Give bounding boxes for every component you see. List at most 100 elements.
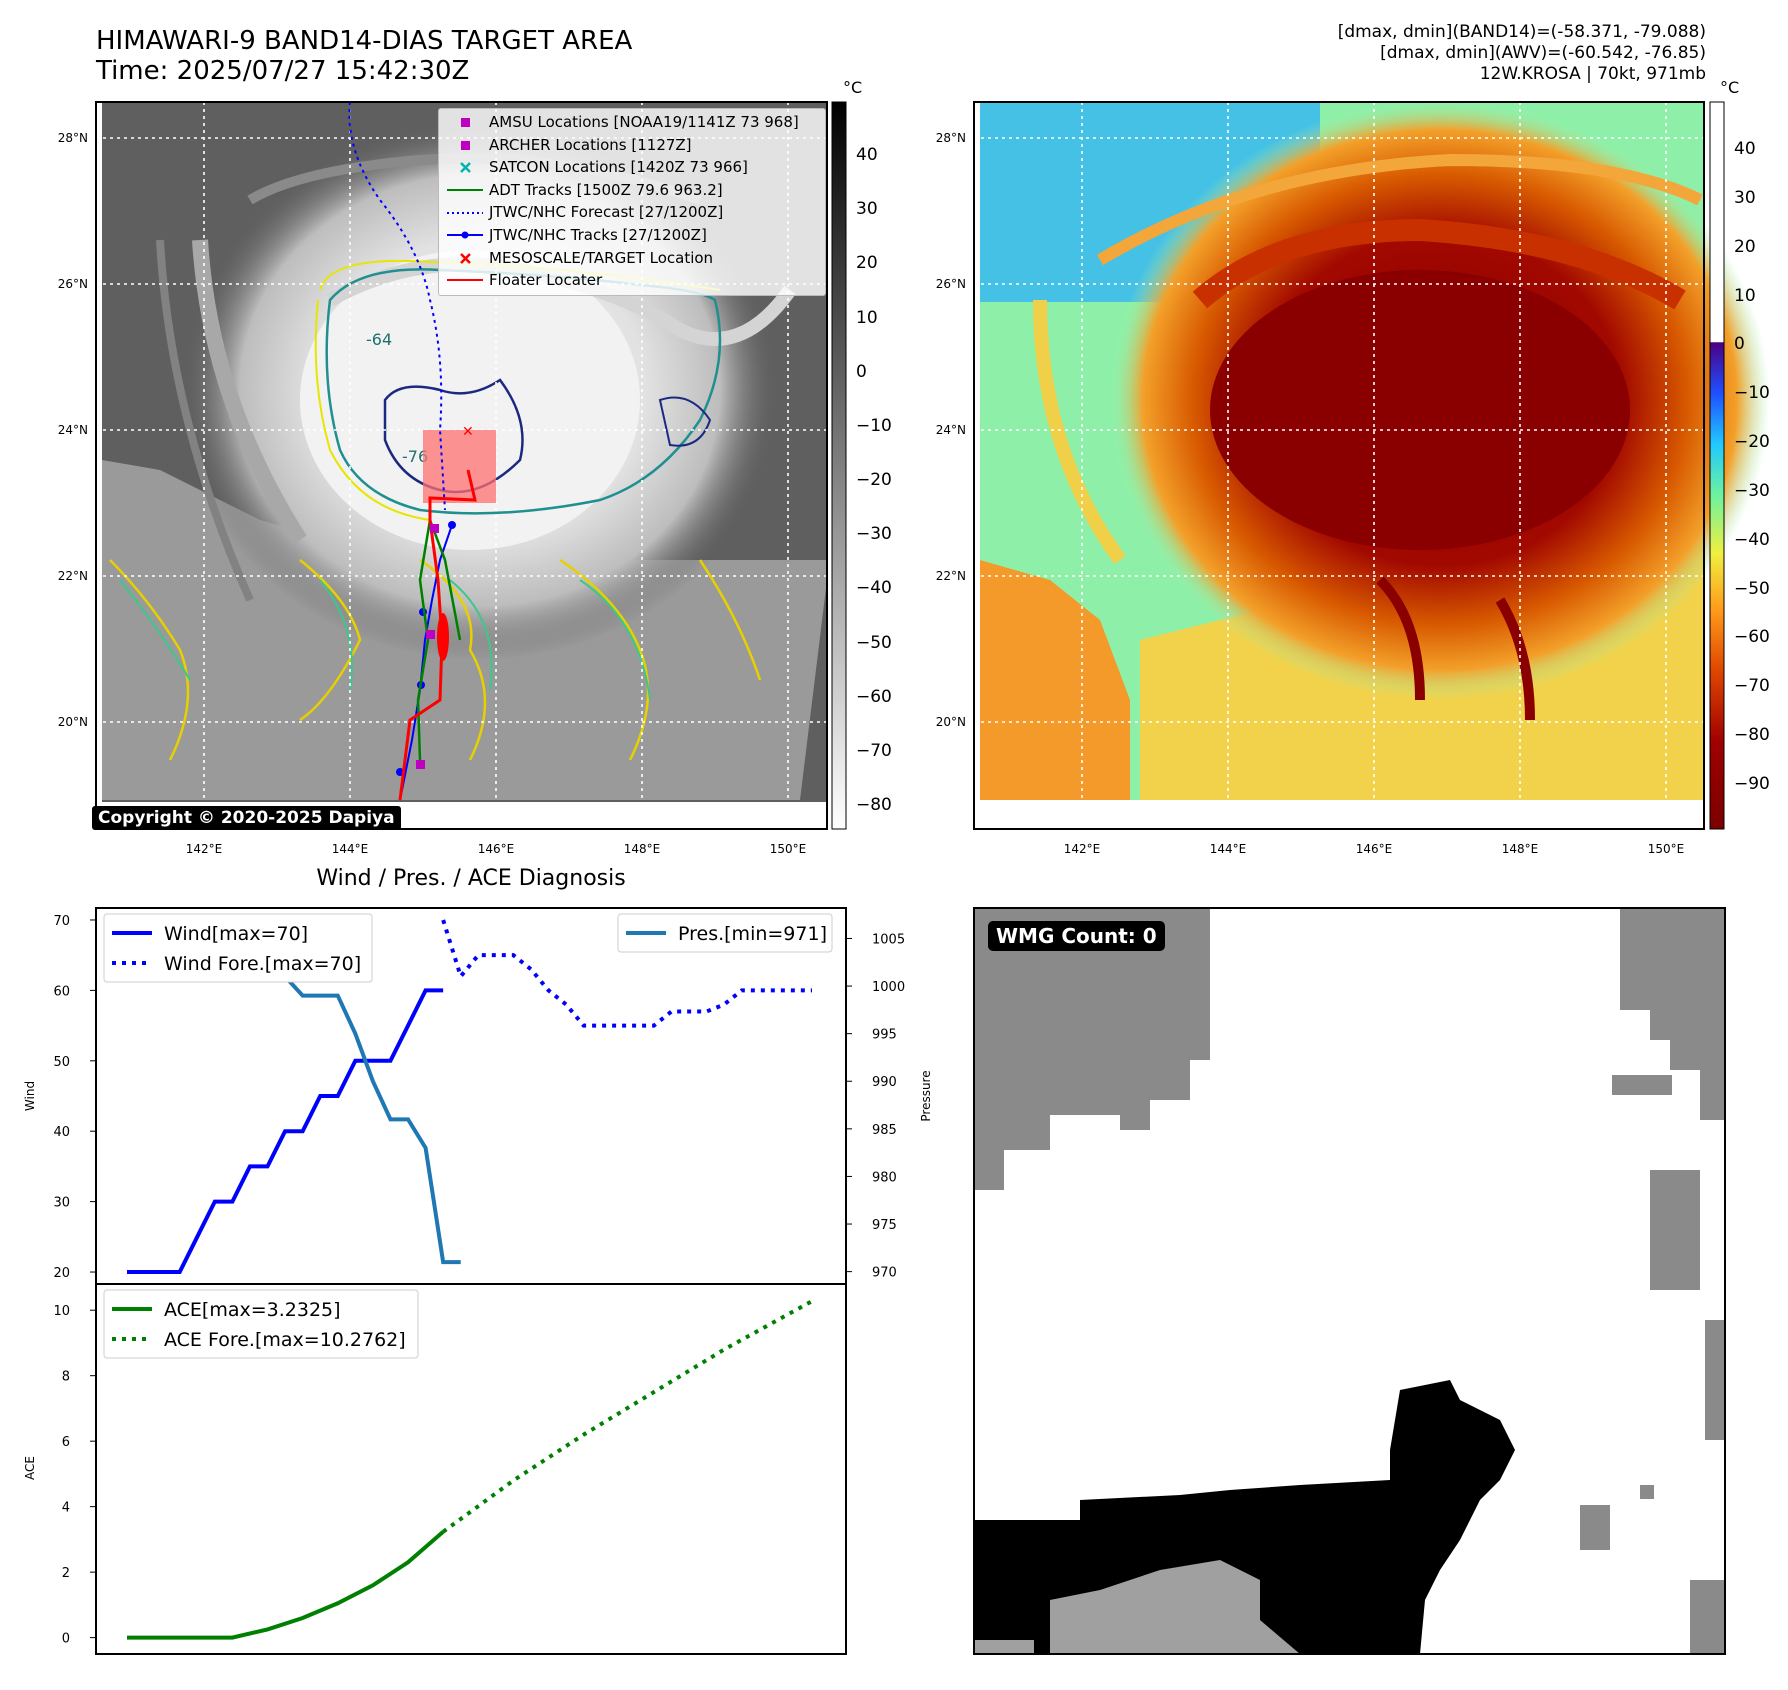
square-marker-icon [443,134,489,156]
legend-label: Floater Locater [489,271,603,290]
lat-tick-label: 26°N [935,277,966,291]
lon-tick-label: 150°E [769,842,807,856]
lon-tick-label: 146°E [1355,842,1393,856]
wind-tick-label: 60 [53,984,70,999]
awv-colorbar-tick: −90 [1734,774,1770,794]
lon-tick-label: 150°E [1647,842,1685,856]
pressure-tick-label: 985 [872,1123,897,1138]
awv-colorbar-tick: −70 [1734,676,1770,697]
line-marker-icon [443,269,489,291]
wind-tick-label: 30 [53,1196,70,1211]
band14-colorbar-tick: 0 [856,361,867,382]
awv-colorbar-tick: −60 [1734,627,1770,648]
band14-colorbar-tick: −60 [856,686,892,707]
legend-label: JTWC/NHC Tracks [27/1200Z] [489,225,707,244]
ace-tick-label: 2 [62,1566,70,1581]
wind-axis-label: Wind [23,1081,37,1111]
legend-item-adt: ADT Tracks [1500Z 79.6 963.2] [443,179,821,202]
lat-tick-label: 28°N [935,131,966,145]
pressure-axis-label: Pressure [919,1070,933,1121]
legend-item-archer: ARCHER Locations [1127Z] [443,134,821,157]
jtwc-track [399,524,453,801]
awv-gridlines [974,102,1704,829]
awv-colorbar-tick: −50 [1734,578,1770,599]
line-marker-icon [443,179,489,201]
awv-colorbar-tick: 30 [1734,187,1756,208]
dotted-line-icon [443,202,489,224]
ace-tick-label: 0 [62,1632,70,1647]
band14-colorbar-tick: −10 [856,415,892,436]
lat-tick-label: 28°N [57,131,88,145]
band14-colorbar [831,101,847,830]
awv-map-panel [973,100,1770,830]
lat-tick-label: 26°N [57,277,88,291]
lon-tick-label: 144°E [331,842,369,856]
legend-label: JTWC/NHC Forecast [27/1200Z] [489,203,724,222]
band14-colorbar-tick: −40 [856,578,892,599]
legend-entry: Wind Fore.[max=70] [164,953,361,975]
band14-colorbar-unit: °C [843,78,863,97]
legend-item-satcon: SATCON Locations [1420Z 73 966] [443,156,821,179]
legend-item-amsu: AMSU Locations [NOAA19/1141Z 73 968] [443,111,821,134]
floater-track [398,469,477,801]
pressure-tick-label: 975 [872,1218,897,1233]
line-dot-icon [443,224,489,246]
info-line-storm: 12W.KROSA | 70kt, 971mb [1479,64,1706,84]
ace-tick-label: 10 [53,1304,70,1319]
wind-legend [103,913,373,983]
wind-pressure-chart: 20 30 40 50 60 70 970 975 980 985 990 995 1000 1005 Wi… [53,907,905,1285]
info-line-band14: [dmax, dmin](BAND14)=(-58.371, -79.088) [1337,22,1706,42]
x-marker-icon [443,156,489,178]
chart-title: HIMAWARI-9 BAND14-DIAS TARGET AREA [96,26,633,56]
lon-tick-label: 148°E [623,842,661,856]
legend-entry: ACE Fore.[max=10.2762] [164,1329,406,1351]
contour-label-76: -76 [402,447,428,466]
legend-item-jtwc-tracks: JTWC/NHC Tracks [27/1200Z] [443,224,821,247]
info-line-awv: [dmax, dmin](AWV)=(-60.542, -76.85) [1380,43,1706,63]
legend-item-floater: Floater Locater [443,269,821,292]
awv-colorbar-tick: −20 [1734,432,1770,453]
pressure-tick-label: 990 [872,1075,897,1090]
awv-colorbar-tick: 0 [1734,334,1745,355]
wmg-panel [973,907,1726,1655]
ace-tick-label: 4 [62,1501,70,1516]
series-line-1 [441,919,812,1028]
band14-colorbar-tick: −80 [856,795,892,815]
awv-colorbar-tick: 10 [1734,285,1756,306]
ace-tick-label: 8 [62,1370,70,1385]
lon-tick-label: 142°E [185,842,223,856]
adt-track [416,515,462,761]
legend-item-jtwc-forecast: JTWC/NHC Forecast [27/1200Z] [443,201,821,224]
lat-tick-label: 20°N [935,715,966,729]
ace-series-line-1 [441,1299,813,1534]
band14-colorbar-tick: −20 [856,470,892,490]
awv-colorbar-tick: −30 [1734,480,1770,501]
wmg-frame [973,907,1726,1655]
target-location-marker: ✕ [462,424,474,440]
wmg-count-badge: WMG Count: 0 [988,921,1165,951]
legend-label: ADT Tracks [1500Z 79.6 963.2] [489,180,723,199]
ace-tick-label: 6 [62,1435,70,1450]
wind-tick-label: 20 [53,1266,70,1281]
contour-label-64: -64 [366,330,392,349]
awv-map-frame [973,101,1705,830]
awv-colorbar-tick: −40 [1734,529,1770,550]
chart-time: Time: 2025/07/27 15:42:30Z [96,56,470,86]
lat-tick-label: 20°N [57,715,88,729]
wind-tick-label: 70 [53,914,70,929]
band14-colorbar-tick: 10 [856,307,878,328]
pressure-tick-label: 1000 [872,980,905,995]
lon-tick-label: 142°E [1063,842,1101,856]
band14-map-frame [95,101,828,830]
band14-colorbar-tick: 30 [856,199,878,220]
ace-chart: 0 2 4 6 8 10 ACE[max=3.2325] ACE Fore.[max=10.2… [53,1283,847,1655]
legend-label: AMSU Locations [NOAA19/1141Z 73 968] [489,113,799,131]
lat-tick-label: 24°N [57,423,88,437]
awv-colorbar [1709,101,1725,830]
legend-item-target: MESOSCALE/TARGET Location [443,247,821,270]
legend-label: MESOSCALE/TARGET Location [489,248,714,267]
band14-colorbar-tick: −30 [856,524,892,545]
square-marker-icon [443,111,489,133]
wind-tick-label: 40 [53,1125,70,1140]
legend-label: SATCON Locations [1420Z 73 966] [489,158,748,177]
